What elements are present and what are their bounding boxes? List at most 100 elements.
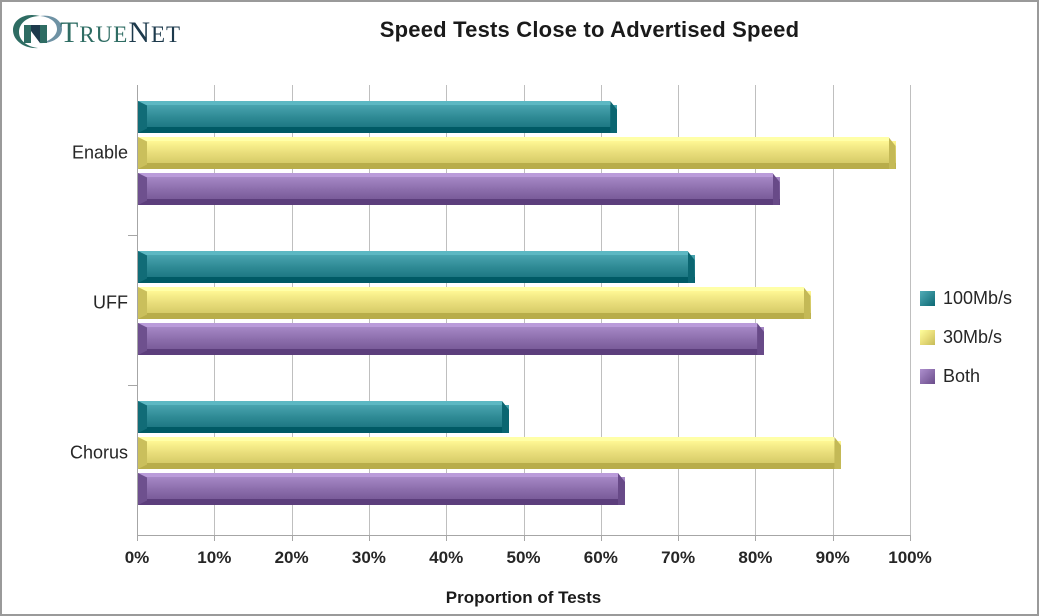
x-axis-title: Proportion of Tests bbox=[445, 588, 602, 607]
bar-body bbox=[138, 255, 695, 277]
y-axis-category-label: Enable bbox=[71, 142, 128, 163]
bar-body bbox=[138, 405, 510, 427]
bar-top-bevel bbox=[138, 101, 611, 105]
x-axis-tick bbox=[678, 535, 680, 541]
x-axis-tick bbox=[446, 535, 448, 541]
y-axis-tick bbox=[128, 385, 137, 386]
bar-left-tip bbox=[138, 251, 147, 283]
bar-bottom-bevel bbox=[138, 463, 842, 469]
bar-top-bevel bbox=[138, 173, 773, 177]
x-axis-tick bbox=[755, 535, 757, 541]
bar-uff-30mbs bbox=[138, 287, 811, 319]
bar-right-cap bbox=[803, 287, 811, 319]
x-axis-tick-label: 90% bbox=[815, 548, 850, 567]
bar-chorus-100mbs bbox=[138, 401, 510, 433]
bar-right-cap bbox=[617, 473, 625, 505]
truenet-logo: TRUENET bbox=[10, 10, 290, 56]
bar-right-cap bbox=[757, 323, 765, 355]
bar-bottom-bevel bbox=[138, 349, 765, 355]
bar-left-tip bbox=[138, 137, 147, 169]
x-axis-tick bbox=[600, 535, 602, 541]
x-axis-tick-label: 60% bbox=[583, 548, 618, 567]
bar-top-bevel bbox=[138, 401, 503, 405]
gridline bbox=[910, 85, 911, 535]
bar-uff-100mbs bbox=[138, 251, 695, 283]
legend-item[interactable]: 30Mb/s bbox=[920, 324, 1037, 350]
x-axis-tick-label: 50% bbox=[506, 548, 541, 567]
x-axis-tick bbox=[214, 535, 216, 541]
bar-body bbox=[138, 105, 618, 127]
bar-body bbox=[138, 141, 896, 163]
bar-chorus-30mbs bbox=[138, 437, 842, 469]
bar-enable-both bbox=[138, 173, 780, 205]
y-axis-category-label: UFF bbox=[93, 292, 128, 313]
bar-left-tip bbox=[138, 173, 147, 205]
bar-uff-both bbox=[138, 323, 765, 355]
x-axis-tick bbox=[523, 535, 525, 541]
bar-body bbox=[138, 327, 765, 349]
bar-top-bevel bbox=[138, 251, 688, 255]
bar-body bbox=[138, 291, 811, 313]
legend-swatch-icon bbox=[920, 368, 935, 384]
bar-right-cap bbox=[772, 173, 780, 205]
bar-left-tip bbox=[138, 401, 147, 433]
bar-left-tip bbox=[138, 323, 147, 355]
legend-swatch-icon bbox=[920, 329, 935, 345]
bar-enable-30mbs bbox=[138, 137, 896, 169]
truenet-circular-n-logo-icon bbox=[10, 11, 64, 55]
bar-left-tip bbox=[138, 287, 147, 319]
x-axis-tick bbox=[137, 535, 138, 541]
legend-swatch-icon bbox=[920, 290, 935, 306]
x-axis-tick-label: 10% bbox=[197, 548, 232, 567]
legend-label: Both bbox=[943, 365, 981, 386]
x-axis-tick-label: 70% bbox=[661, 548, 696, 567]
logo-letters-rue: RUE bbox=[79, 22, 129, 47]
x-axis-tick-label: 100% bbox=[888, 548, 932, 567]
x-axis-tick bbox=[910, 535, 911, 541]
bar-top-bevel bbox=[138, 473, 618, 477]
bar-right-cap bbox=[834, 437, 842, 469]
x-axis-tick-label: 30% bbox=[351, 548, 386, 567]
logo-letter-n: N bbox=[128, 16, 151, 49]
bar-bottom-bevel bbox=[138, 127, 618, 133]
logo-wordmark: TRUENET bbox=[60, 18, 181, 48]
x-axis-tick-label: 40% bbox=[429, 548, 464, 567]
bar-chorus-both bbox=[138, 473, 625, 505]
bar-body bbox=[138, 177, 780, 199]
x-axis-tick-label: 0% bbox=[124, 548, 150, 567]
x-axis-tick bbox=[832, 535, 834, 541]
x-axis-tick bbox=[291, 535, 293, 541]
legend-item[interactable]: 100Mb/s bbox=[920, 285, 1037, 311]
y-axis-category-labels: Enable UFF Chorus bbox=[2, 85, 128, 535]
plot-area bbox=[137, 85, 911, 535]
bar-bottom-bevel bbox=[138, 277, 695, 283]
gridline bbox=[832, 85, 834, 535]
bar-enable-100mbs bbox=[138, 101, 618, 133]
bar-left-tip bbox=[138, 473, 147, 505]
chart-title: Speed Tests Close to Advertised Speed bbox=[379, 17, 800, 42]
bar-top-bevel bbox=[138, 437, 835, 441]
legend-label: 30Mb/s bbox=[943, 326, 1003, 347]
logo-letter-t: T bbox=[60, 16, 80, 49]
bar-right-cap bbox=[888, 137, 896, 169]
x-axis-tick-label: 80% bbox=[738, 548, 773, 567]
bar-top-bevel bbox=[138, 287, 804, 291]
legend-label: 100Mb/s bbox=[943, 287, 1013, 308]
bar-bottom-bevel bbox=[138, 199, 780, 205]
x-axis-tick-label: 20% bbox=[274, 548, 309, 567]
bar-top-bevel bbox=[138, 323, 758, 327]
x-axis-tick bbox=[368, 535, 370, 541]
legend-item[interactable]: Both bbox=[920, 363, 1037, 389]
bar-right-cap bbox=[502, 401, 510, 433]
bar-bottom-bevel bbox=[138, 163, 896, 169]
bar-bottom-bevel bbox=[138, 427, 510, 433]
bar-bottom-bevel bbox=[138, 499, 625, 505]
bar-right-cap bbox=[687, 251, 695, 283]
logo-letters-et: ET bbox=[151, 22, 182, 47]
bar-top-bevel bbox=[138, 137, 889, 141]
bar-right-cap bbox=[610, 101, 618, 133]
y-axis-category-label: Chorus bbox=[69, 442, 128, 463]
y-axis-tick bbox=[128, 235, 137, 236]
bar-body bbox=[138, 441, 842, 463]
